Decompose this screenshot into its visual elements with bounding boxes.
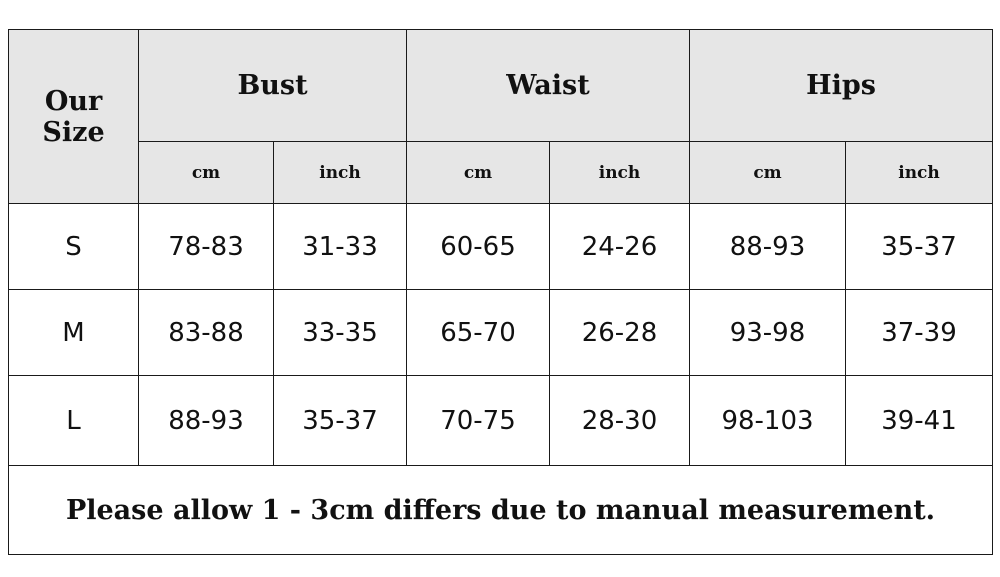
waist-cm-value: 60-65	[406, 203, 550, 290]
header-row-units: cm inch cm inch cm inch	[9, 141, 994, 204]
waist-cm-value: 70-75	[406, 375, 550, 466]
bust-inch-value: 31-33	[273, 203, 407, 290]
hips-cm-value: 93-98	[689, 289, 846, 376]
hips-cm-value: 98-103	[689, 375, 846, 466]
hips-cm-value: 88-93	[689, 203, 846, 290]
table-row-s: S 78-83 31-33 60-65 24-26 88-93 35-37	[8, 203, 994, 290]
table-row-m: M 83-88 33-35 65-70 26-28 93-98 37-39	[8, 289, 994, 376]
waist-cm-value: 65-70	[406, 289, 550, 376]
measurement-note: Please allow 1 - 3cm differs due to manu…	[7, 465, 994, 555]
our-size-header: Our Size	[8, 29, 139, 204]
size-label: S	[8, 203, 139, 290]
waist-inch-header: inch	[549, 141, 690, 204]
table-row-l: L 88-93 35-37 70-75 28-30 98-103 39-41	[8, 375, 994, 466]
hips-inch-value: 39-41	[844, 375, 994, 466]
bust-cm-value: 78-83	[138, 203, 274, 290]
hips-inch-value: 37-39	[844, 289, 994, 376]
size-label: L	[8, 375, 139, 466]
bust-inch-value: 33-35	[273, 289, 407, 376]
bust-cm-value: 88-93	[138, 375, 274, 466]
bust-inch-header: inch	[273, 141, 407, 204]
bust-inch-value: 35-37	[273, 375, 407, 466]
size-chart-table: Our Size Bust Waist Hips cm inch cm inch…	[7, 29, 994, 555]
waist-inch-value: 24-26	[549, 203, 690, 290]
waist-cm-header: cm	[406, 141, 550, 204]
bust-cm-value: 83-88	[138, 289, 274, 376]
bust-cm-header: cm	[138, 141, 274, 204]
waist-inch-value: 28-30	[549, 375, 690, 466]
note-row: Please allow 1 - 3cm differs due to manu…	[7, 465, 994, 555]
hips-inch-value: 35-37	[844, 203, 994, 290]
header-row-groups: Our Size Bust Waist Hips	[8, 29, 994, 204]
bust-header: Bust	[138, 29, 407, 142]
size-label: M	[8, 289, 139, 376]
hips-inch-header: inch	[844, 141, 994, 204]
hips-header: Hips	[688, 29, 994, 142]
hips-cm-header: cm	[689, 141, 846, 204]
waist-header: Waist	[406, 29, 690, 142]
waist-inch-value: 26-28	[549, 289, 690, 376]
